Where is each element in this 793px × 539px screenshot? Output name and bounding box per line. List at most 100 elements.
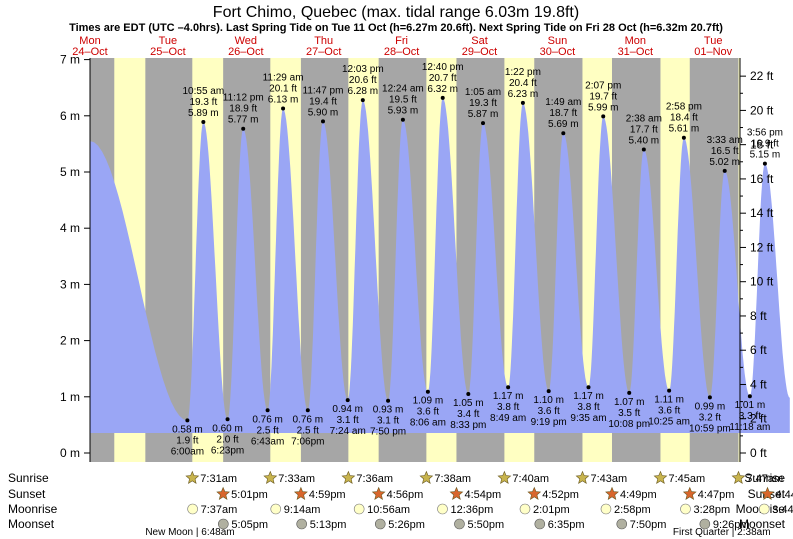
- tide-time-label: 10:08 pm: [608, 419, 650, 430]
- y-tick-label-m: 5 m: [60, 165, 80, 179]
- sunrise-time: 7:33am: [278, 473, 315, 485]
- y-tick-label-ft: 12 ft: [750, 240, 774, 254]
- row-label-right: Moonset: [739, 517, 786, 531]
- day-label-dow: Thu: [314, 35, 333, 47]
- tide-m-label: 6.23 m: [508, 89, 539, 100]
- tide-ft-label: 2.5 ft: [256, 425, 278, 436]
- tide-m-label: 5.02 m: [709, 157, 740, 168]
- day-label-date: 01–Nov: [694, 46, 732, 58]
- day-label-dow: Fri: [395, 35, 408, 47]
- tide-time-label: 10:25 am: [648, 417, 690, 428]
- sunset-icon: [293, 486, 308, 500]
- tide-ft-label: 19.3 ft: [469, 98, 497, 109]
- tide-ft-label: 19.5 ft: [389, 95, 417, 106]
- day-label-dow: Tue: [159, 35, 178, 47]
- tide-m-label: 5.69 m: [548, 119, 579, 130]
- tide-time-label: 3:56 pm: [747, 128, 783, 139]
- moonset-icon: [218, 518, 229, 530]
- day-label-dow: Mon: [79, 35, 100, 47]
- tide-m-label: 5.61 m: [669, 124, 700, 135]
- moonrise-time: 9:14am: [284, 504, 321, 516]
- tide-ft-label: 18.9 ft: [229, 104, 257, 115]
- sunrise-time: 7:40am: [512, 473, 549, 485]
- moonrise-icon: [519, 503, 531, 515]
- chart-subtitle: Times are EDT (UTC –4.0hrs). Last Spring…: [69, 22, 723, 34]
- tide-ft-label: 19.4 ft: [309, 96, 337, 107]
- moonrise-time: 2:01pm: [533, 504, 570, 516]
- tide-point: [400, 117, 405, 122]
- moonset-time: 9:26pm: [713, 519, 750, 531]
- sunrise-time: 7:45am: [668, 473, 705, 485]
- day-label-dow: Tue: [704, 35, 723, 47]
- tide-m-label: 0.94 m: [332, 404, 363, 415]
- moonrise-icon: [187, 503, 198, 515]
- tide-point: [225, 417, 230, 422]
- tide-ft-label: 18.7 ft: [549, 108, 577, 119]
- tide-ft-label: 16.9 ft: [751, 139, 779, 150]
- tide-time-label: 11:29 am: [263, 72, 304, 83]
- sunset-time: 4:47pm: [698, 489, 735, 501]
- moonrise-icon: [680, 503, 691, 515]
- day-label-dow: Sun: [548, 35, 568, 47]
- tide-ft-label: 2.0 ft: [216, 434, 238, 445]
- tide-ft-label: 20.6 ft: [349, 75, 377, 86]
- moonset-icon: [374, 518, 386, 530]
- tide-m-label: 1.11 m: [654, 395, 684, 406]
- tide-m-label: 0.60 m: [212, 423, 243, 434]
- tide-ft-label: 3.6 ft: [658, 406, 680, 417]
- tide-point: [627, 390, 632, 395]
- tide-area: [90, 97, 790, 434]
- tide-point: [747, 394, 752, 399]
- moonset-icon: [454, 518, 465, 530]
- tide-point: [520, 100, 525, 105]
- day-label-dow: Sat: [471, 35, 488, 47]
- tide-time-label: 6:00am: [171, 446, 204, 457]
- tide-point: [506, 385, 511, 390]
- sunset-icon: [449, 486, 464, 500]
- tide-time-label: 1:49 am: [545, 97, 581, 108]
- tide-time-label: 12:40 pm: [422, 62, 464, 73]
- tide-point: [681, 135, 686, 140]
- row-label-left: Moonrise: [8, 502, 58, 516]
- sunrise-icon: [185, 470, 200, 484]
- moonset-icon: [534, 518, 546, 530]
- sunrise-icon: [341, 470, 356, 484]
- chart-title: Fort Chimo, Quebec (max. tidal range 6.0…: [213, 4, 579, 21]
- tide-point: [722, 168, 727, 173]
- moonset-time: 6:35pm: [548, 519, 585, 531]
- moon-phase-label: New Moon | 6:48am: [145, 527, 234, 538]
- sunset-time: 4:49pm: [620, 489, 657, 501]
- tide-time-label: 2:07 pm: [585, 80, 621, 91]
- moonset-icon: [296, 518, 307, 530]
- day-label-date: 30–Oct: [540, 46, 575, 58]
- tide-time-label: 9:19 pm: [531, 417, 567, 428]
- sunset-icon: [682, 486, 697, 500]
- axes: 0 m 1 m 2 m 3 m 4 m 5 m 6 m 7 m 0 ft 2 ft 4 ft 6 ft…: [60, 53, 774, 462]
- moonrise-time: 10:56am: [367, 504, 410, 516]
- moonset-time: 5:26pm: [388, 519, 425, 531]
- moonrise-time: 3:28pm: [694, 504, 731, 516]
- tide-m-label: 5.89 m: [188, 108, 219, 119]
- tide-time-label: 8:49 am: [490, 413, 526, 424]
- tide-ft-label: 3.4 ft: [457, 409, 479, 420]
- tide-point: [586, 385, 591, 390]
- tide-ft-label: 17.7 ft: [630, 125, 658, 136]
- y-tick-label-m: 4 m: [60, 221, 80, 235]
- tide-m-label: 0.99 m: [695, 401, 726, 412]
- tide-point: [201, 119, 206, 124]
- tide-ft-label: 3.1 ft: [337, 415, 359, 426]
- moonrise-icon: [437, 503, 448, 515]
- y-tick-label-ft: 14 ft: [750, 206, 774, 220]
- y-tick-label-ft: 20 ft: [750, 103, 774, 117]
- tide-m-label: 5.15 m: [750, 150, 781, 161]
- row-label-left: Moonset: [8, 517, 55, 531]
- tide-time-label: 9:35 am: [570, 413, 606, 424]
- day-label-dow: Wed: [235, 35, 257, 47]
- tide-m-label: 1.10 m: [533, 395, 564, 406]
- sunset-time: 4:44pm: [776, 489, 793, 501]
- tide-point: [707, 395, 712, 400]
- moonrise-icon: [270, 503, 282, 515]
- tide-time-label: 2:38 am: [626, 114, 662, 125]
- tide-point: [241, 126, 246, 131]
